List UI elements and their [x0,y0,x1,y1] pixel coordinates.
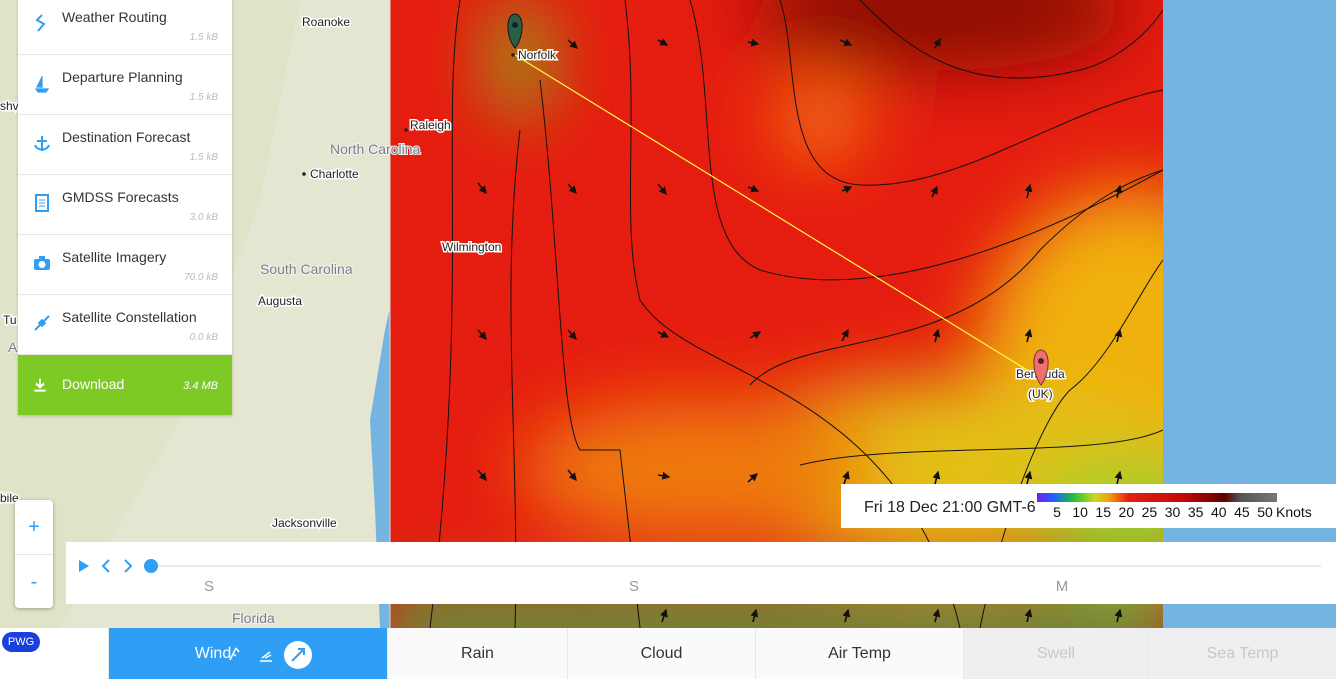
tab: Swell [963,628,1148,679]
menu-item[interactable]: Satellite Constellation 0.0 kB [18,295,232,355]
edge-label: bile [0,491,19,505]
menu-item[interactable]: GMDSS Forecasts 3.0 kB [18,175,232,235]
menu-size: 1.5 kB [189,32,218,43]
menu-label: Weather Routing [62,9,167,25]
legend-tick: 15 [1095,504,1111,520]
edge-label: Tu [3,313,17,327]
place: Roanoke [302,15,350,29]
menu-size: 1.5 kB [189,92,218,103]
zoom-in[interactable]: + [15,500,53,555]
tab-label: Sea Temp [1206,645,1279,662]
download-icon [34,378,46,392]
menu-label: Satellite Imagery [62,249,167,265]
tab[interactable]: Cloud [567,628,755,679]
place: Norfolk [518,48,557,62]
menu-label: GMDSS Forecasts [62,189,179,205]
zoom-control: + - [15,500,53,608]
prev-button[interactable] [101,559,110,573]
legend-tick: 20 [1119,504,1135,520]
menu-icon [34,315,50,331]
legend-tick: 40 [1211,504,1227,520]
legend-tick: 45 [1234,504,1250,520]
origin-pin[interactable] [507,13,523,49]
edge-label: A [8,339,18,355]
menu-item[interactable]: Destination Forecast 1.5 kB [18,115,232,175]
menu-size: 1.5 kB [189,152,218,163]
menu-label: Satellite Constellation [62,309,197,325]
place: Charlotte [310,167,359,181]
destination-pin[interactable] [1033,349,1049,386]
place: Wilmington [442,240,501,254]
menu-item[interactable]: Weather Routing 1.5 kB [18,0,232,55]
day-label: M [1056,578,1069,595]
tab[interactable]: Rain [387,628,567,679]
zoom-out[interactable]: - [30,571,38,593]
download-size: 3.4 MB [183,380,218,392]
legend-tick: 30 [1165,504,1181,520]
time-slider[interactable] [144,559,158,573]
place-labels: Roanoke Norfolk Raleigh Charlotte Wilmin… [0,14,1067,628]
route [514,54,1041,379]
menu-label: Destination Forecast [62,129,191,145]
tab-label: Swell [1036,645,1076,662]
menu-icon [34,136,50,151]
legend-tick: 25 [1142,504,1158,520]
menu-label: Departure Planning [62,69,183,85]
menu-size: 3.0 kB [189,212,218,223]
legend-tick: 10 [1072,504,1088,520]
legend-scale [1037,493,1277,502]
legend-time: Fri 18 Dec 21:00 GMT-6 [864,499,1036,516]
badge[interactable]: PWG [2,632,40,652]
wind-overlay [390,0,1163,628]
tab: Sea Temp [1148,628,1336,679]
day-label: S [629,578,639,595]
menu-icon [35,194,49,212]
tab-label: Air Temp [828,645,891,662]
tab-label: Rain [461,645,494,662]
legend-unit: Knots [1276,504,1312,520]
download-button[interactable]: Download 3.4 MB [18,355,232,415]
place: Augusta [258,294,302,308]
edge-label: shv [0,99,19,113]
place: Raleigh [410,118,451,132]
place: Jacksonville [272,516,337,530]
download-label: Download [62,376,125,392]
next-button[interactable] [124,559,133,573]
menu-icon [34,76,50,93]
tab-label: Cloud [640,645,683,662]
menu-item[interactable]: Departure Planning 1.5 kB [18,55,232,115]
legend-tick: 50 [1257,504,1273,520]
region: Florida [232,610,275,626]
menu-size: 70.0 kB [184,272,218,283]
legend-tick: 5 [1053,504,1061,520]
menu-icon [35,14,46,32]
play-button[interactable] [79,560,89,572]
menu-icon [34,256,50,270]
region: North Carolina [330,141,420,157]
wind-icons[interactable] [224,634,314,674]
layer-tabs: Wind Rain Cloud Air Temp Swell Sea Temp [0,628,1336,679]
region: South Carolina [260,261,353,277]
menu: Weather Routing 1.5 kB Departure Planning 1… [18,0,232,415]
legend-tick: 35 [1188,504,1204,520]
menu-size: 0.0 kB [189,332,218,343]
tab-label: Wind [194,645,232,662]
tab[interactable]: Wind [108,628,387,679]
destination-note: (UK) [1028,387,1053,401]
menu-item[interactable]: Satellite Imagery 70.0 kB [18,235,232,295]
legend: Fri 18 Dec 21:00 GMT-6 5 10 15 20 25 30 35 40 45… [841,484,1336,528]
tab[interactable]: Air Temp [755,628,963,679]
day-label: S [204,578,214,595]
